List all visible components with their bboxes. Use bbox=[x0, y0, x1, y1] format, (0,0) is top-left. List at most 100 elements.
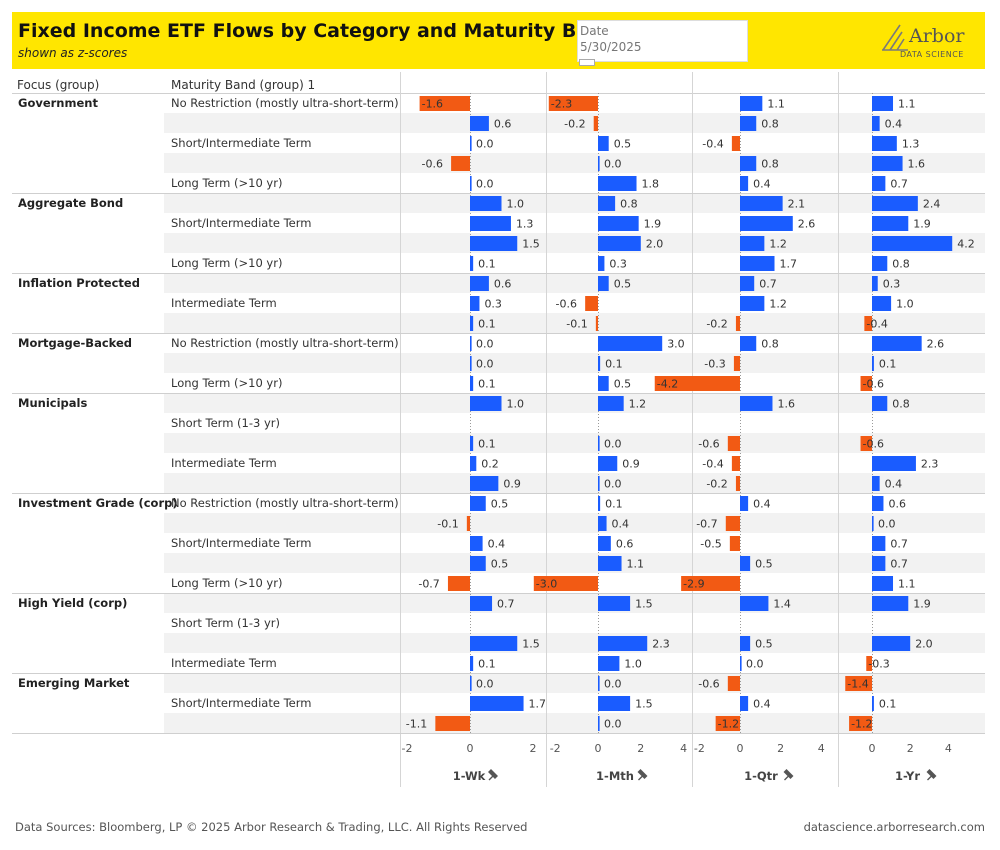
data-label: 0.9 bbox=[503, 478, 520, 491]
bar bbox=[470, 276, 489, 291]
bar bbox=[740, 396, 773, 411]
bar bbox=[533, 576, 598, 591]
focus-group-label: Government bbox=[18, 96, 98, 110]
data-label: 2.4 bbox=[923, 198, 941, 211]
data-label: 1.2 bbox=[629, 398, 647, 411]
date-filter[interactable]: Date 5/30/2025 bbox=[577, 20, 748, 66]
bar bbox=[740, 96, 763, 111]
focus-group-label: High Yield (corp) bbox=[18, 596, 128, 610]
data-label: 1.1 bbox=[627, 558, 645, 571]
bar bbox=[864, 316, 872, 331]
data-label: 4.2 bbox=[957, 238, 975, 251]
bar bbox=[598, 376, 609, 391]
data-label: 0.8 bbox=[761, 118, 779, 131]
axis-tick-label: 0 bbox=[595, 742, 602, 755]
maturity-band-label: Short/Intermediate Term bbox=[171, 216, 312, 230]
data-label: 1.2 bbox=[769, 238, 787, 251]
row-shade bbox=[164, 553, 985, 573]
data-label: 0.1 bbox=[605, 358, 623, 371]
data-label: 3.0 bbox=[667, 338, 685, 351]
maturity-band-label: Long Term (>10 yr) bbox=[171, 376, 283, 390]
bar bbox=[598, 236, 641, 251]
bar bbox=[466, 516, 470, 531]
axis-tick-label: 2 bbox=[907, 742, 914, 755]
bar bbox=[729, 536, 740, 551]
bar bbox=[470, 196, 502, 211]
bar bbox=[598, 496, 601, 511]
data-label: 0.8 bbox=[761, 338, 779, 351]
axis-tick-label: 0 bbox=[737, 742, 744, 755]
data-label: 2.3 bbox=[652, 638, 670, 651]
row-shade bbox=[164, 153, 985, 173]
data-label: 0.0 bbox=[476, 678, 494, 691]
bar bbox=[872, 476, 880, 491]
pin-icon[interactable] bbox=[637, 769, 648, 781]
axis-tick-label: 4 bbox=[818, 742, 825, 755]
data-label: 0.7 bbox=[497, 598, 515, 611]
date-slider-handle[interactable] bbox=[579, 59, 595, 66]
data-label: 0.6 bbox=[616, 538, 634, 551]
data-label: 1.9 bbox=[913, 218, 931, 231]
panel-axis-title: 1-Mth bbox=[596, 769, 634, 783]
bar bbox=[872, 556, 886, 571]
data-label: 0.4 bbox=[885, 478, 903, 491]
bar bbox=[740, 296, 765, 311]
data-label: -4.2 bbox=[657, 378, 678, 391]
data-label: -0.1 bbox=[566, 318, 587, 331]
row-shade bbox=[164, 713, 985, 733]
bar bbox=[740, 556, 751, 571]
panel-axis-title: 1-Qtr bbox=[744, 769, 778, 783]
data-label: 1.9 bbox=[913, 598, 931, 611]
data-label: 0.0 bbox=[878, 518, 896, 531]
bar bbox=[595, 316, 598, 331]
bar bbox=[598, 676, 600, 691]
maturity-band-label: Short/Intermediate Term bbox=[171, 696, 312, 710]
bar bbox=[872, 196, 918, 211]
data-label: 0.2 bbox=[481, 458, 499, 471]
focus-group-label: Aggregate Bond bbox=[18, 196, 124, 210]
data-label: 1.6 bbox=[777, 398, 795, 411]
pin-icon[interactable] bbox=[783, 769, 794, 781]
axis-tick-label: 0 bbox=[467, 742, 474, 755]
footer-website[interactable]: datascience.arborresearch.com bbox=[803, 820, 985, 834]
bar bbox=[727, 676, 740, 691]
data-label: 0.8 bbox=[892, 258, 910, 271]
data-label: -1.6 bbox=[422, 98, 443, 111]
data-label: 0.5 bbox=[491, 558, 509, 571]
pin-icon[interactable] bbox=[926, 769, 937, 781]
date-filter-value[interactable]: 5/30/2025 bbox=[580, 40, 642, 54]
bar bbox=[451, 156, 470, 171]
bar bbox=[470, 456, 477, 471]
data-label: 1.3 bbox=[902, 138, 920, 151]
bar bbox=[872, 296, 892, 311]
data-label: 1.0 bbox=[507, 398, 525, 411]
bar bbox=[470, 476, 499, 491]
data-label: 2.1 bbox=[788, 198, 806, 211]
data-label: 0.0 bbox=[476, 138, 494, 151]
data-label: 0.3 bbox=[609, 258, 627, 271]
maturity-band-label: Short Term (1-3 yr) bbox=[171, 616, 280, 630]
data-label: -0.6 bbox=[698, 678, 719, 691]
bar bbox=[598, 156, 600, 171]
axis-tick-label: -2 bbox=[550, 742, 561, 755]
dashboard-header: Fixed Income ETF Flows by Category and M… bbox=[12, 12, 985, 69]
data-label: 2.0 bbox=[915, 638, 933, 651]
bar bbox=[872, 136, 897, 151]
bar bbox=[470, 356, 472, 371]
pin-icon[interactable] bbox=[488, 769, 498, 781]
bar bbox=[872, 576, 894, 591]
data-label: -1.4 bbox=[847, 678, 868, 691]
row-shade bbox=[164, 433, 985, 453]
bar bbox=[727, 436, 740, 451]
bar bbox=[872, 536, 886, 551]
bar bbox=[654, 376, 740, 391]
bar bbox=[598, 536, 611, 551]
data-label: -0.6 bbox=[556, 298, 577, 311]
maturity-band-label: Intermediate Term bbox=[171, 296, 277, 310]
data-label: -0.3 bbox=[704, 358, 725, 371]
bar bbox=[872, 356, 874, 371]
bar bbox=[470, 376, 474, 391]
data-label: 0.7 bbox=[759, 278, 777, 291]
bar bbox=[585, 296, 598, 311]
